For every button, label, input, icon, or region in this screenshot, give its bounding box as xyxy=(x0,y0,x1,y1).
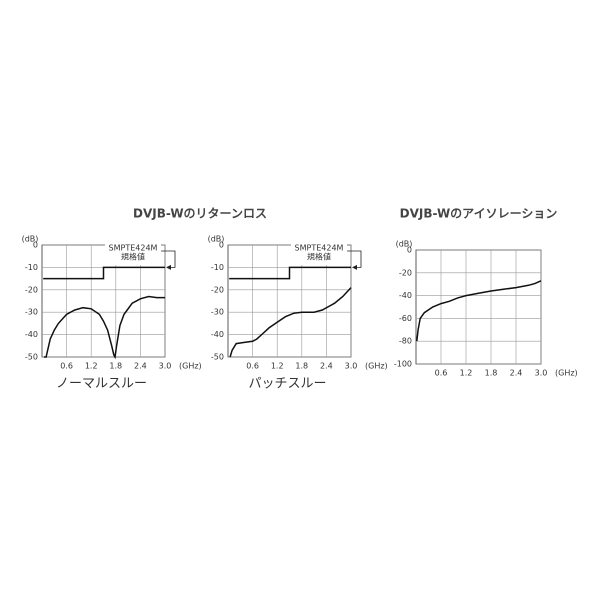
y-tick-label: -20 xyxy=(211,285,224,294)
data-line xyxy=(229,266,351,280)
x-tick-label: 0.6 xyxy=(246,362,259,371)
arrow-head xyxy=(166,264,171,270)
y-tick-label: -20 xyxy=(25,285,38,294)
x-tick-label: 2.4 xyxy=(134,362,147,371)
plot-frame xyxy=(415,249,542,365)
x-tick-label: 3.0 xyxy=(535,369,548,378)
y-tick-label: -40 xyxy=(25,330,38,339)
y-tick-label: 0 xyxy=(33,241,38,250)
y-unit: (dB) xyxy=(208,235,225,244)
y-tick-label: -50 xyxy=(211,353,224,362)
x-tick-label: 1.8 xyxy=(109,362,122,371)
x-tick-label: 3.0 xyxy=(345,362,358,371)
annotation-arrow xyxy=(347,250,362,268)
annotation-text: 規格値 xyxy=(121,252,145,262)
y-tick-label: -40 xyxy=(399,291,412,300)
y-tick-label: -30 xyxy=(25,308,38,317)
x-tick-label: 1.2 xyxy=(271,362,284,371)
annotation-text: SMPTE424M xyxy=(295,244,344,253)
y-tick-label: -30 xyxy=(211,308,224,317)
chart-caption: ノーマルスルー xyxy=(56,377,147,392)
group-title: DVJB-Wのリターンロス xyxy=(133,207,267,221)
y-tick-label: 0 xyxy=(219,241,224,250)
y-tick-label: 0 xyxy=(407,246,412,255)
x-unit: (GHz) xyxy=(365,362,388,371)
x-tick-label: 3.0 xyxy=(159,362,172,371)
x-tick-label: 1.8 xyxy=(295,362,308,371)
y-unit: (dB) xyxy=(22,235,39,244)
annotation-box xyxy=(291,243,347,265)
data-line xyxy=(43,266,165,280)
annotation-arrow xyxy=(161,250,176,268)
x-tick-label: 1.2 xyxy=(85,362,98,371)
chart-caption: パッチスルー xyxy=(248,377,326,392)
y-tick-label: -10 xyxy=(25,263,38,272)
y-tick-label: -50 xyxy=(25,353,38,362)
y-tick-label: -10 xyxy=(211,263,224,272)
x-tick-label: 0.6 xyxy=(435,369,448,378)
data-line xyxy=(416,280,542,342)
y-unit: (dB) xyxy=(396,240,413,249)
x-tick-label: 0.6 xyxy=(60,362,73,371)
x-unit: (GHz) xyxy=(179,362,202,371)
data-line xyxy=(44,295,165,360)
x-tick-label: 1.2 xyxy=(460,369,473,378)
x-tick-label: 1.8 xyxy=(485,369,498,378)
y-tick-label: -60 xyxy=(399,314,412,323)
x-tick-label: 2.4 xyxy=(320,362,333,371)
chart-title: DVJB-Wのアイソレーション xyxy=(400,207,558,221)
y-tick-label: -100 xyxy=(394,360,412,369)
data-line xyxy=(229,287,352,358)
y-tick-label: -40 xyxy=(211,330,224,339)
y-tick-label: -20 xyxy=(399,268,412,277)
annotation-text: SMPTE424M xyxy=(109,244,158,253)
annotation-box xyxy=(105,243,161,265)
x-unit: (GHz) xyxy=(555,369,578,378)
annotation-text: 規格値 xyxy=(307,252,331,262)
y-tick-label: -80 xyxy=(399,337,412,346)
x-tick-label: 2.4 xyxy=(510,369,523,378)
arrow-head xyxy=(352,264,357,270)
